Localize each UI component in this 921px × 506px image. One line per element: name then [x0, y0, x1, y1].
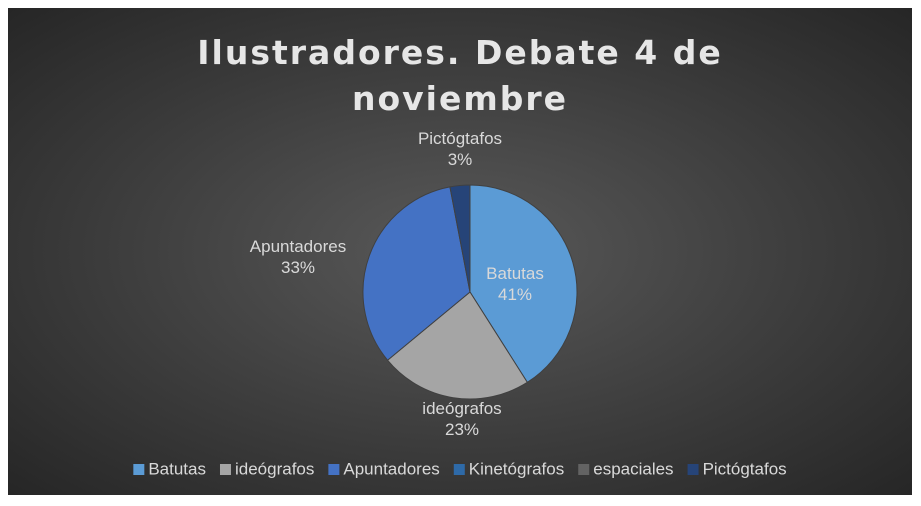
data-label: ideógrafos 23%: [422, 399, 501, 439]
pie-slice: [469, 184, 578, 384]
legend-swatch: [453, 464, 465, 475]
data-label-category: ideógrafos: [422, 399, 501, 418]
legend-item: Pictógtafos: [687, 459, 787, 478]
data-label-value: 33%: [281, 259, 315, 278]
legend-label: espaciales: [593, 459, 673, 478]
data-label: Pictógtafos 3%: [418, 129, 502, 169]
pie-slice: [449, 184, 471, 293]
chart-title: Ilustradores. Debate 4 de noviembre: [197, 33, 723, 118]
legend-item: Kinetógrafos: [453, 459, 564, 478]
legend-swatch: [687, 464, 699, 475]
legend-label: Apuntadores: [343, 459, 439, 478]
legend-swatch: [133, 464, 145, 475]
legend-item: espaciales: [578, 459, 674, 478]
data-label-category: Pictógtafos: [418, 129, 502, 148]
pie-slice: [386, 291, 529, 400]
legend-item: Batutas: [133, 459, 206, 478]
pie-slice: [362, 186, 471, 361]
data-label-category: Batutas: [486, 264, 544, 283]
legend-label: ideógrafos: [235, 459, 314, 478]
legend-label: Kinetógrafos: [469, 459, 564, 478]
data-label-value: 41%: [498, 286, 532, 305]
legend-item: Apuntadores: [328, 459, 440, 478]
data-label-value: 23%: [445, 421, 479, 440]
legend-item: ideógrafos: [219, 459, 314, 478]
legend-swatch: [328, 464, 340, 475]
data-label: Apuntadores 33%: [250, 237, 346, 277]
legend-label: Pictógtafos: [703, 459, 787, 478]
data-label-value: 3%: [448, 151, 473, 170]
data-label: Batutas 41%: [486, 264, 544, 304]
legend-label: Batutas: [148, 459, 206, 478]
legend-swatch: [219, 464, 231, 475]
legend-swatch: [578, 464, 590, 475]
data-label-category: Apuntadores: [250, 237, 346, 256]
